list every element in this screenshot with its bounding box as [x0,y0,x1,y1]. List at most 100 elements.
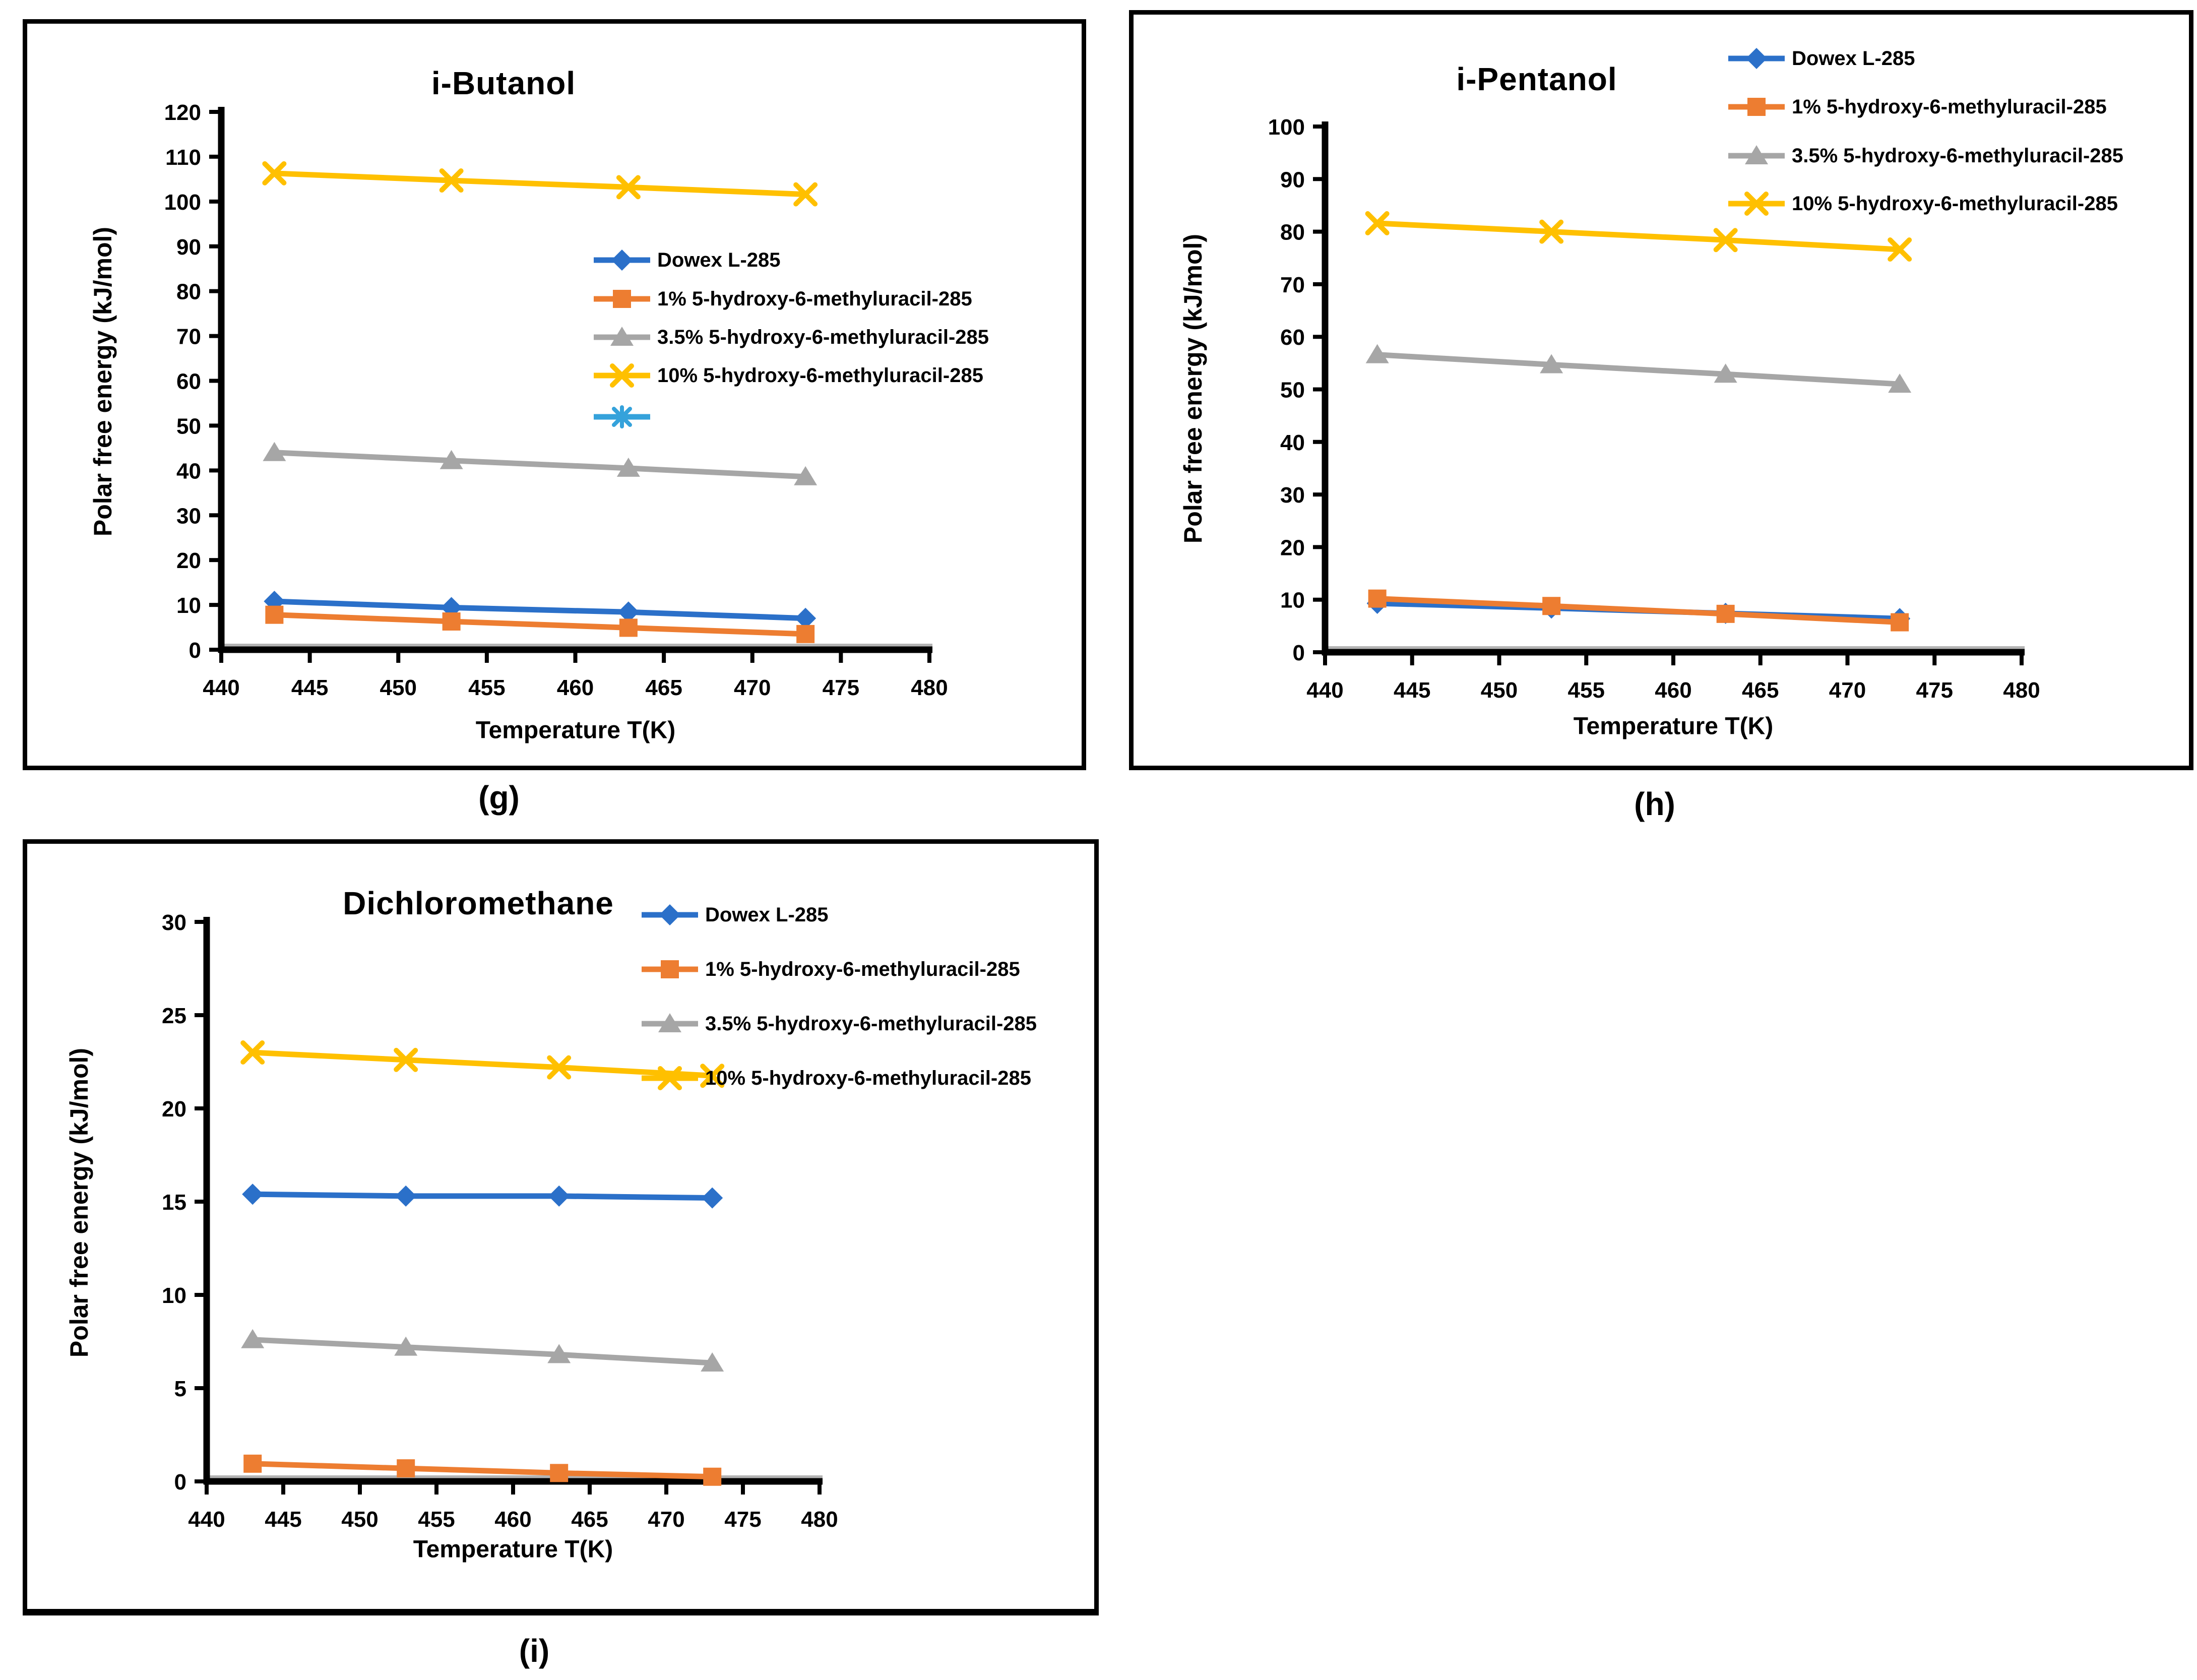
series-x [240,1040,725,1088]
y-tick-label: 30 [176,504,201,528]
plot-area-dichloromethane: 0 5 10 15 20 25 30 440 445 450 455 460 465 470 475 480 [162,910,838,1532]
triangle-marker-icon [394,1336,418,1356]
diamond-marker-icon [395,1185,417,1207]
y-tick-label: 60 [176,369,201,394]
y-tick-label: 15 [162,1190,186,1215]
triangle-marker-icon [263,442,286,461]
triangle-marker-icon [794,466,818,485]
square-marker-icon [265,605,284,624]
series-square [243,1454,722,1486]
y-tick-label: 60 [1280,325,1305,350]
x-tick-label: 455 [468,675,505,700]
series-square [265,605,815,643]
x-tick-label: 480 [911,675,948,700]
series-line [249,1461,715,1480]
square-marker-icon [442,612,461,631]
x-tick-label: 475 [823,675,859,700]
caption-h: (h) [1634,786,1675,822]
x-tick-label: 460 [557,675,594,700]
x-tick-label: 470 [734,675,771,700]
x-marker-icon [439,168,464,193]
series-line [1374,596,1903,626]
series-line [271,450,808,480]
x-tick-label: 450 [380,675,417,700]
y-tick-label: 90 [1280,167,1305,192]
series-line [271,612,808,637]
x-axis-ticks: 440 445 450 455 460 465 470 475 480 [188,1481,838,1532]
triangle-marker-icon [701,1352,724,1372]
series-x [262,161,818,207]
y-tick-label: 10 [176,593,201,618]
triangle-marker-icon [1888,374,1912,393]
caption-g: (g) [478,779,520,816]
x-axis-label-dichloromethane: Temperature T(K) [413,1536,613,1563]
series-square [1368,589,1909,632]
axes: 0 10 20 30 40 50 60 70 80 90 100 110 120 440 445 450 455… [164,100,948,700]
y-tick-label: 70 [176,325,201,349]
diamond-marker-icon [617,601,639,623]
triangle-marker-icon [547,1344,571,1363]
square-marker-icon [1542,597,1561,615]
caption-i: (i) [519,1633,550,1669]
y-tick-label: 25 [162,1004,186,1028]
diamond-marker-icon [795,607,817,629]
series-triangle [241,1329,724,1372]
series-triangle [263,442,818,485]
x-tick-label: 450 [341,1507,378,1532]
x-tick-label: 440 [188,1507,225,1532]
panel-i-pentanol: i-Pentanol Polar free energy (kJ/mol) Te… [1129,10,2193,770]
triangle-marker-icon [616,457,640,477]
x-axis-label-i-butanol: Temperature T(K) [475,717,676,744]
panel-dichloromethane: Dichloromethane Polar free energy (kJ/mo… [23,839,1099,1615]
x-marker-icon [700,1064,725,1088]
x-marker-icon [616,175,641,200]
y-tick-label: 30 [162,910,186,935]
triangle-marker-icon [1714,363,1737,383]
x-tick-label: 465 [571,1507,608,1532]
square-marker-icon [1891,613,1909,632]
chart-title-i-pentanol: i-Pentanol [1456,61,1617,97]
square-marker-icon [397,1459,415,1478]
x-tick-label: 445 [1394,678,1430,703]
y-tick-label: 10 [162,1283,186,1308]
square-marker-icon [550,1464,569,1482]
triangle-marker-icon [1540,354,1563,374]
y-tick-label: 120 [164,100,201,125]
x-tick-label: 470 [1829,678,1866,703]
y-tick-label: 40 [176,459,201,483]
y-axis-ticks: 0 10 20 30 40 50 60 70 80 90 100 110 120 [164,100,221,663]
x-tick-label: 455 [418,1507,455,1532]
x-tick-label: 465 [1742,678,1779,703]
x-marker-icon [1713,228,1738,253]
series-line [271,170,808,198]
x-tick-label: 480 [2003,678,2040,703]
series-line [249,1049,715,1079]
chart-title-i-butanol: i-Butanol [431,65,576,101]
x-axis-ticks: 440 445 450 455 460 465 470 475 480 [203,650,948,700]
x-tick-label: 440 [203,675,239,700]
x-marker-icon [1365,211,1390,235]
square-marker-icon [1716,604,1735,623]
plot-area-i-butanol: 0 10 20 30 40 50 60 70 80 90 100 110 120 440 445 450 455… [164,100,948,700]
series-line [271,598,808,621]
x-marker-icon [1888,237,1912,262]
x-tick-label: 460 [494,1507,531,1532]
y-tick-label: 5 [174,1377,186,1401]
x-tick-label: 460 [1655,678,1691,703]
series-line [249,1191,715,1201]
x-tick-label: 465 [645,675,682,700]
chart-title-dichloromethane: Dichloromethane [343,885,614,921]
y-tick-label: 20 [176,548,201,573]
x-marker-icon [240,1040,265,1065]
y-tick-label: 0 [174,1470,186,1495]
x-marker-icon [547,1055,572,1080]
y-axis-ticks: 0 5 10 15 20 25 30 [162,910,207,1495]
series-line [1374,220,1903,253]
y-tick-label: 70 [1280,273,1305,297]
panel-i-butanol: i-Butanol Polar free energy (kJ/mol) Tem… [23,19,1086,770]
axes: 0 10 20 30 40 50 60 70 80 90 100 440 445 450 455 460 465… [1268,115,2040,703]
x-tick-label: 480 [801,1507,838,1532]
series-line [1374,352,1903,387]
square-marker-icon [796,625,815,643]
x-marker-icon [1539,219,1564,244]
